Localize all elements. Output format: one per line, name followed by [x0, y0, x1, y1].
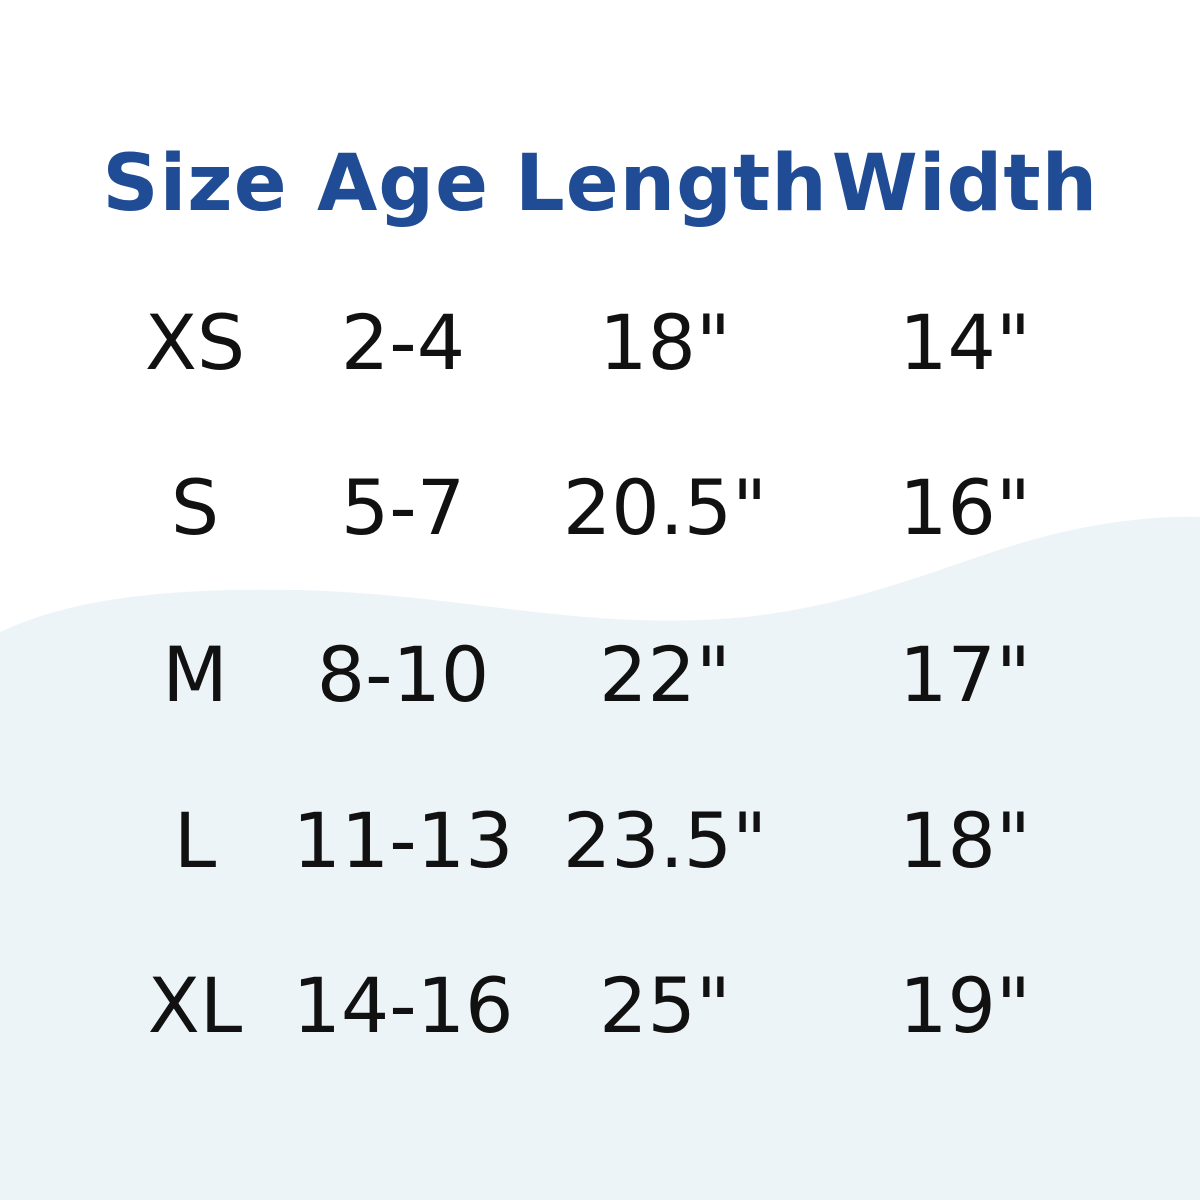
cell-size: XS: [144, 298, 246, 387]
cell-size: XL: [147, 961, 243, 1050]
header-length: Length: [515, 139, 828, 229]
cell-length: 20.5": [562, 463, 768, 552]
cell-size: L: [173, 796, 217, 885]
cell-width: 18": [899, 796, 1031, 885]
cell-age: 11-13: [292, 796, 514, 885]
cell-length: 23.5": [562, 796, 768, 885]
header-age: Age: [316, 139, 490, 229]
cell-width: 17": [899, 630, 1031, 719]
cell-length: 18": [599, 298, 731, 387]
cell-age: 14-16: [292, 961, 514, 1050]
cell-width: 14": [899, 298, 1031, 387]
cell-size: M: [162, 630, 228, 719]
cell-size: S: [170, 463, 220, 552]
cell-age: 2-4: [340, 298, 466, 387]
header-size: Size: [102, 139, 288, 229]
header-width: Width: [831, 139, 1099, 229]
cell-length: 22": [599, 630, 731, 719]
cell-length: 25": [599, 961, 731, 1050]
cell-width: 19": [899, 961, 1031, 1050]
cell-age: 5-7: [340, 463, 466, 552]
cell-width: 16": [899, 463, 1031, 552]
cell-age: 8-10: [316, 630, 490, 719]
